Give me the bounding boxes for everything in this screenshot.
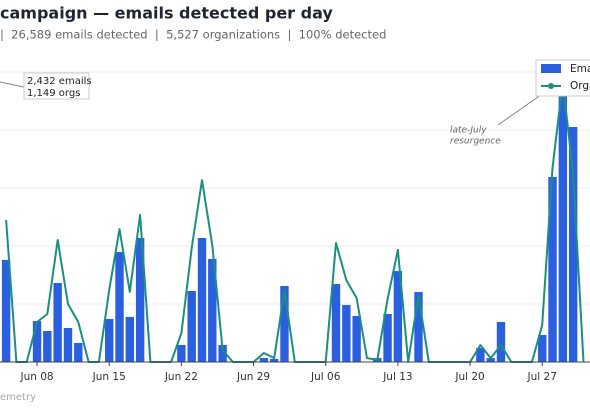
x-tick-label: Jul 13 [382, 371, 412, 383]
bar [331, 284, 341, 362]
bar [105, 318, 114, 362]
bar [43, 331, 52, 362]
bar [548, 176, 557, 362]
x-tick-label: Jun 22 [164, 371, 198, 383]
x-tick-label: Jul 20 [454, 371, 484, 383]
bar [218, 344, 227, 362]
annotation-arrow [497, 91, 546, 126]
bar [208, 258, 217, 362]
x-tick-label: Jul 06 [310, 371, 341, 383]
bar [558, 94, 568, 362]
bar [1, 259, 11, 362]
x-tick-label: Jun 15 [92, 371, 126, 383]
annotation-text: late-July [450, 126, 487, 136]
bar [259, 358, 269, 362]
bar [135, 237, 145, 362]
legend-swatch [541, 64, 561, 73]
annotation-arrow [0, 81, 25, 88]
bar [280, 286, 289, 362]
legend: Ema Orga [535, 59, 590, 97]
annotation-text: 1,149 orgs [27, 88, 80, 99]
legend-label: Ema [570, 63, 590, 75]
bar [393, 271, 403, 362]
x-tick-label: Jun 08 [19, 371, 53, 383]
bar [269, 358, 279, 362]
x-tick-label: Jun 29 [236, 371, 270, 383]
annotation-box [23, 72, 90, 100]
bar [568, 126, 578, 362]
legend-label: Orga [570, 80, 590, 92]
bar [53, 283, 62, 362]
chart-title: campaign — emails detected per day [0, 4, 333, 23]
bar [177, 344, 186, 362]
bar [187, 291, 196, 362]
bar [538, 334, 547, 362]
bar [342, 305, 351, 362]
bar [197, 237, 207, 362]
bar [115, 252, 124, 362]
footer: emetry [0, 392, 36, 403]
x-tick-label: Jul 27 [527, 371, 557, 383]
annotation: 2,432 emails 1,149 orgs late-July resurg… [0, 72, 546, 147]
bar [352, 315, 361, 362]
bar [383, 313, 392, 362]
bar [486, 358, 495, 362]
bar [476, 347, 485, 362]
legend-swatch [548, 83, 554, 89]
bar [496, 321, 506, 362]
bar [125, 316, 135, 362]
bar [63, 328, 73, 362]
bar [32, 321, 42, 362]
bar [74, 342, 83, 362]
annotation-text: 2,432 emails [27, 76, 92, 87]
chart-subtitle: | 26,589 emails detected | 5,527 organiz… [0, 28, 386, 42]
bar [414, 292, 423, 362]
annotation-text: resurgence [450, 137, 501, 147]
